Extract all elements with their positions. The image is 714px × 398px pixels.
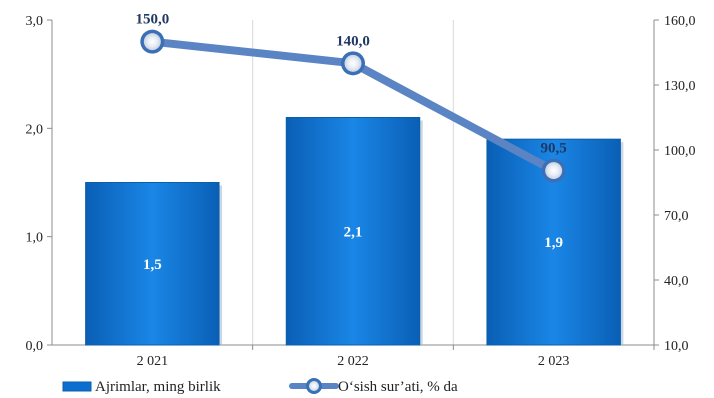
y-left-tick-label: 2,0 bbox=[26, 122, 44, 137]
bar bbox=[285, 117, 421, 346]
legend-swatch-bars bbox=[62, 381, 92, 392]
y-right-tick-label: 70,0 bbox=[664, 209, 689, 224]
x-tick-label: 2 021 bbox=[137, 354, 169, 369]
legend-label-line: O‘sish sur’ati, % da bbox=[338, 379, 458, 395]
line-layer: 150,0 140,0 90,5 bbox=[135, 12, 567, 183]
line-data-label: 140,0 bbox=[336, 33, 370, 49]
bar-data-label: 1,5 bbox=[143, 257, 162, 273]
line-data-label: 150,0 bbox=[135, 12, 169, 28]
y-left-tick-label: 0,0 bbox=[26, 339, 44, 354]
y-right-tick-label: 10,0 bbox=[664, 339, 689, 354]
bar-layer: 1,5 2,1 1,9 bbox=[85, 117, 624, 346]
y-right-tick-label: 130,0 bbox=[664, 79, 696, 94]
y-left-tick-label: 3,0 bbox=[26, 14, 44, 29]
axis-layer: 0,0 1,0 2,0 3,0 10,0 40,0 70,0 100,0 130,0 160,0 2… bbox=[26, 14, 696, 369]
y-right-tick-label: 100,0 bbox=[664, 144, 696, 159]
y-left-tick-label: 1,0 bbox=[26, 231, 44, 246]
bar-data-label: 1,9 bbox=[544, 235, 563, 251]
line-marker bbox=[545, 162, 563, 180]
line-marker bbox=[143, 33, 161, 51]
bar bbox=[85, 182, 220, 346]
line-data-label: 90,5 bbox=[541, 141, 567, 157]
x-tick-label: 2 022 bbox=[337, 354, 369, 369]
legend: Ajrimlar, ming birlik O‘sish sur’ati, % d… bbox=[62, 378, 458, 395]
legend-swatch-marker bbox=[309, 381, 319, 391]
y-right-tick-label: 160,0 bbox=[664, 14, 696, 29]
bar-data-label: 2,1 bbox=[344, 224, 363, 240]
legend-label-bars: Ajrimlar, ming birlik bbox=[95, 379, 221, 395]
line-marker bbox=[344, 54, 362, 72]
y-right-tick-label: 40,0 bbox=[664, 274, 689, 289]
x-tick-label: 2 023 bbox=[538, 354, 570, 369]
